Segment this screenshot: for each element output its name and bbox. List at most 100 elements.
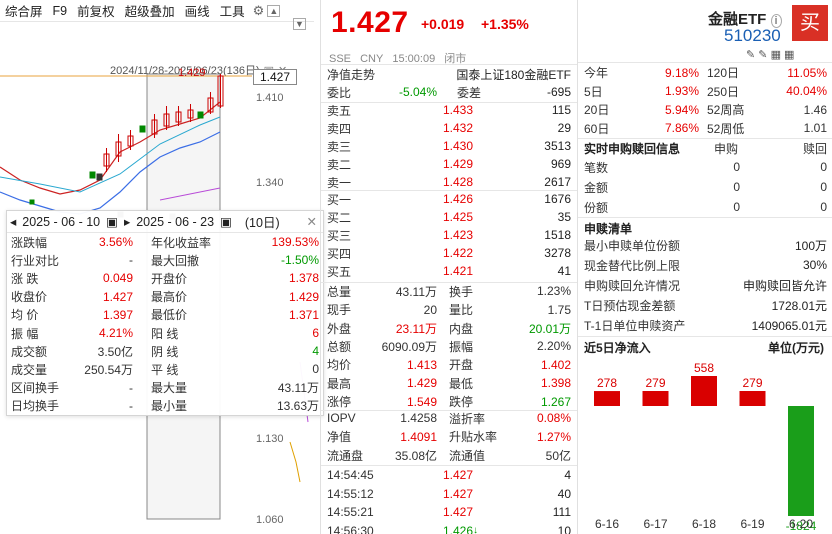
tick-time: 14:56:30 <box>327 523 374 534</box>
bid-row[interactable]: 买二 1.425 35 <box>321 208 577 226</box>
stat-value: 1.378 <box>288 271 319 286</box>
redeem-row: 金额 0 0 <box>578 177 832 197</box>
toolbar-item-adjust[interactable]: 前复权 <box>77 5 115 19</box>
list-label: T-1日单位申赎资产 <box>584 318 686 333</box>
price-tick: 1.130 <box>256 433 284 445</box>
stat-value: 2.20% <box>536 339 571 354</box>
bid-row[interactable]: 买五 1.421 41 <box>321 262 577 280</box>
stat-row: 流通盘 35.08亿 流通值 50亿 <box>321 446 577 465</box>
stat-value: 4 <box>312 344 319 359</box>
pencil-icon[interactable]: ✎ <box>758 49 768 61</box>
creation-list-row: 最小申赎单位份额 100万 <box>578 235 832 255</box>
exchange-label: SSE <box>329 53 352 65</box>
stat-value: 0 <box>312 362 319 377</box>
fund-info-panel: 金融ETF i 510230 买 ✎ ✎ ▦ ▦ 今年 9.18% 120日 11.0… <box>577 0 832 534</box>
tick-time: 14:54:45 <box>327 468 374 482</box>
stats-row: 涨跌幅 3.56% 年化收益率 139.53% <box>7 233 323 251</box>
pencil-icon[interactable]: ✎ <box>746 49 756 61</box>
ask-row[interactable]: 卖三 1.430 3513 <box>321 137 577 155</box>
bid-row[interactable]: 买一 1.426 1676 <box>321 190 577 208</box>
tick-price: 1.427 <box>442 486 473 501</box>
list-value: 1409065.01元 <box>751 318 827 333</box>
stat-label: 最高 <box>327 376 352 391</box>
stats-row: 成交额 3.50亿 阴 线 4 <box>7 342 323 360</box>
start-date-field[interactable]: 2025 - 06 - 10 <box>22 214 101 229</box>
perf-value: 7.86% <box>664 121 699 135</box>
inflow-bar <box>788 406 814 516</box>
stat-label: 总额 <box>327 339 352 354</box>
inflow-value-label: -1824 <box>786 519 817 533</box>
ask-row[interactable]: 卖四 1.432 29 <box>321 119 577 137</box>
interval-days: (10日) <box>244 216 280 230</box>
chevron-right-icon[interactable]: ▸ <box>123 215 131 229</box>
end-date-field[interactable]: 2025 - 06 - 23 <box>136 214 215 229</box>
arrow-down-icon[interactable]: ▼ <box>293 18 306 30</box>
stat-row: 最高 1.429 最低 1.398 <box>321 374 577 393</box>
interval-stats-table: 涨跌幅 3.56% 年化收益率 139.53% 行业对比 - 最大回撤 -1.50% 涨 跌 0.… <box>7 233 323 415</box>
stat-label: 量比 <box>449 303 474 318</box>
stat-value: 3.50亿 <box>97 344 133 359</box>
stat-label: 平 线 <box>151 362 179 377</box>
chevron-left-icon[interactable]: ◂ <box>10 215 17 229</box>
toolbar-item-draw[interactable]: 画线 <box>184 5 210 19</box>
ask-row[interactable]: 卖二 1.429 969 <box>321 155 577 173</box>
stat-label: 最高价 <box>151 290 188 305</box>
stat-label: 均价 <box>327 358 352 373</box>
stat-label: 行业对比 <box>11 253 60 268</box>
calendar-icon[interactable]: ▣ <box>220 215 232 229</box>
toolbar-item-overlay[interactable]: 超级叠加 <box>124 5 175 19</box>
toolbar-item-f9[interactable]: F9 <box>52 3 68 18</box>
redeem-col: 赎回 <box>802 141 827 156</box>
stat-value: 3.56% <box>98 235 133 250</box>
nav-trend-link[interactable]: 净值走势 <box>327 67 376 82</box>
info-icon[interactable]: i <box>770 14 782 28</box>
toolbar-item-overview[interactable]: 综合屏 <box>5 5 43 19</box>
gear-icon[interactable]: ⚙ <box>252 2 265 18</box>
level-label: 买三 <box>327 228 352 243</box>
bid-row[interactable]: 买三 1.423 1518 <box>321 226 577 244</box>
level-price: 1.421 <box>442 264 473 278</box>
price-tick: 1.340 <box>256 177 284 189</box>
perf-label: 52周低 <box>707 121 745 136</box>
calendar-icon[interactable]: ▣ <box>106 215 118 229</box>
stat-label: 均 价 <box>11 308 39 323</box>
quote-panel: 1.427 +0.019 +1.35% SSE CNY 15:00:09 闭市 … <box>320 0 577 534</box>
arrow-up-icon[interactable]: ▲ <box>267 4 281 17</box>
inflow-bar <box>642 391 669 406</box>
time-label: 15:00:09 <box>392 53 436 65</box>
grid-icon[interactable]: ▦ <box>770 49 781 61</box>
perf-label: 60日 <box>584 121 610 136</box>
toolbar-item-tools[interactable]: 工具 <box>219 5 245 19</box>
close-icon[interactable]: ✕ <box>306 215 317 229</box>
interval-date-picker: ◂ 2025 - 06 - 10 ▣ ▸ 2025 - 06 - 23 ▣ (1… <box>7 211 323 233</box>
level-label: 卖三 <box>327 139 352 154</box>
level-label: 卖五 <box>327 103 352 118</box>
ask-row[interactable]: 卖一 1.428 2617 <box>321 173 577 191</box>
stat-label: 阳 线 <box>151 326 179 341</box>
inflow-date-label: 6-16 <box>595 517 619 531</box>
buy-button[interactable]: 买 <box>792 5 828 41</box>
flow-unit: 单位(万元) <box>768 341 824 355</box>
level-volume: 969 <box>550 157 571 171</box>
stat-row: 总量 43.11万 换手 1.23% <box>321 282 577 301</box>
list-label: 最小申赎单位份额 <box>584 238 681 253</box>
stat-value: 1.413 <box>406 357 437 372</box>
order-ratio-row: 委比 -5.04% 委差 -695 <box>321 83 577 101</box>
stats-row: 行业对比 - 最大回撤 -1.50% <box>7 251 323 269</box>
grid-icon[interactable]: ▦ <box>784 49 795 61</box>
stat-value: 50亿 <box>545 448 571 463</box>
bid-row[interactable]: 买四 1.422 3278 <box>321 244 577 262</box>
perf-label: 52周高 <box>707 103 745 117</box>
stat-value: 1.4091 <box>400 429 437 444</box>
stat-label: 换手 <box>449 284 474 299</box>
perf-label: 250日 <box>707 84 740 99</box>
ask-row[interactable]: 卖五 1.433 115 <box>321 101 577 119</box>
stat-value: 35.08亿 <box>394 448 437 463</box>
stat-label: 涨 跌 <box>11 271 39 286</box>
perf-label: 5日 <box>584 84 603 99</box>
trade-tick-row: 14:55:12 1.427 40 <box>321 485 577 503</box>
stat-value: 13.63万 <box>276 399 319 414</box>
stat-label: 收盘价 <box>11 290 48 305</box>
stat-value: - <box>129 380 133 395</box>
